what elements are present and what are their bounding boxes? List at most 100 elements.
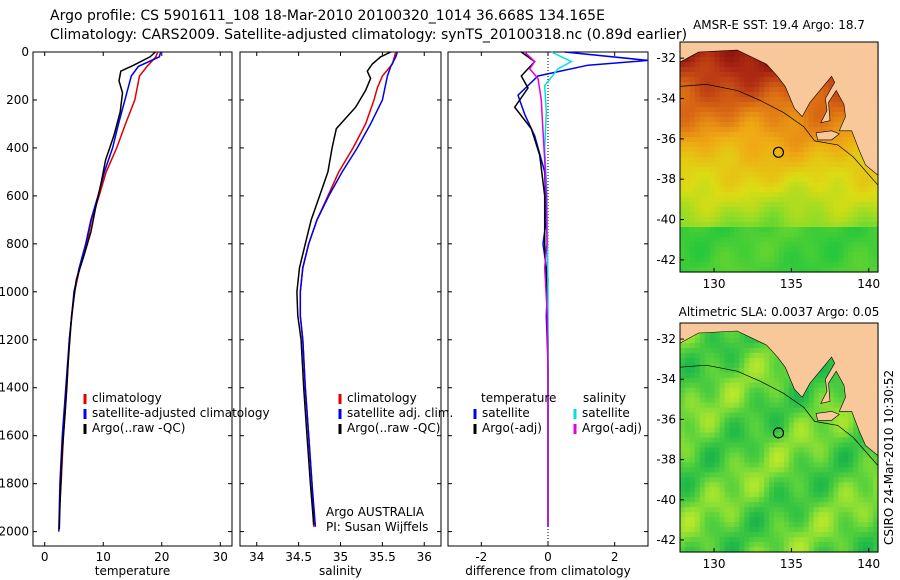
sst-grid-cell — [838, 167, 844, 173]
sla-grid-cell — [843, 477, 849, 483]
sst-grid-cell — [739, 57, 745, 63]
sla-grid-cell — [823, 452, 830, 459]
sla-grid-cell — [848, 412, 854, 419]
sla-grid-cell — [808, 382, 815, 389]
sla-grid-cell — [798, 512, 805, 518]
sst-grid-cell — [848, 267, 854, 273]
sla-grid-cell — [833, 487, 839, 493]
sla-grid-cell — [724, 397, 731, 404]
sla-grid-cell — [729, 387, 736, 394]
sst-grid-cell — [680, 107, 686, 113]
sla-grid-cell — [873, 492, 879, 498]
sst-grid-cell — [838, 262, 844, 268]
sla-grid-cell — [858, 437, 864, 444]
sst-grid-cell — [774, 137, 780, 143]
sla-grid-cell — [853, 482, 859, 488]
sst-grid-cell — [719, 102, 726, 108]
sst-grid-cell — [828, 177, 835, 183]
sla-grid-cell — [774, 537, 780, 543]
sst-grid-cell — [699, 132, 706, 138]
sla-grid-cell — [749, 397, 755, 404]
sst-grid-cell — [863, 232, 869, 238]
sst-grid-cell — [749, 237, 755, 243]
sla-grid-cell — [833, 482, 839, 488]
sst-grid-cell — [739, 62, 745, 68]
sla-grid-cell — [769, 357, 775, 364]
sst-grid-cell — [704, 222, 711, 228]
sst-grid-cell — [833, 197, 839, 203]
sla-grid-cell — [779, 467, 785, 473]
sst-grid-cell — [684, 197, 691, 203]
sla-grid-cell — [734, 507, 740, 513]
sst-grid-cell — [689, 247, 696, 253]
sla-grid-cell — [719, 532, 726, 538]
sst-grid-cell — [793, 192, 800, 198]
sst-grid-cell — [729, 192, 736, 198]
sla-grid-cell — [798, 487, 805, 493]
sla-grid-cell — [853, 457, 859, 463]
sst-grid-cell — [858, 157, 864, 163]
sla-grid-cell — [689, 452, 696, 459]
sla-grid-cell — [838, 547, 844, 553]
sla-grid-cell — [798, 432, 805, 439]
sst-grid-cell — [739, 267, 745, 273]
sst-grid-cell — [704, 162, 711, 168]
land-polygon — [679, 41, 879, 176]
sla-grid-cell — [764, 487, 770, 493]
sla-grid-cell — [808, 517, 815, 523]
sla-grid-cell — [858, 522, 864, 528]
sla-grid-cell — [783, 407, 790, 414]
sst-grid-cell — [704, 112, 711, 118]
sst-grid-cell — [788, 177, 795, 183]
sla-grid-cell — [724, 427, 731, 434]
sla-grid-cell — [764, 452, 770, 459]
sla-grid-cell — [769, 352, 775, 359]
sla-grid-cell — [783, 502, 790, 508]
sst-grid-cell — [783, 97, 790, 103]
sla-grid-cell — [788, 392, 795, 399]
sst-grid-cell — [734, 197, 740, 203]
sst-grid-cell — [694, 72, 701, 78]
sla-grid-cell — [764, 352, 770, 359]
sla-grid-cell — [779, 427, 785, 434]
sst-grid-cell — [759, 87, 765, 93]
sst-grid-cell — [783, 107, 790, 113]
sla-grid-cell — [724, 477, 731, 483]
sla-grid-cell — [704, 507, 711, 513]
sst-grid-cell — [858, 257, 864, 263]
sst-grid-cell — [769, 132, 775, 138]
sla-grid-cell — [734, 362, 740, 369]
sst-grid-cell — [689, 212, 696, 218]
sla-grid-cell — [709, 487, 716, 493]
sst-grid-cell — [873, 262, 879, 268]
sst-grid-cell — [779, 172, 785, 178]
sst-grid-cell — [744, 152, 750, 158]
sla-grid-cell — [689, 542, 696, 548]
sst-grid-cell — [798, 157, 805, 163]
sst-grid-cell — [680, 252, 686, 258]
sst-grid-cell — [709, 127, 716, 133]
sst-grid-cell — [764, 137, 770, 143]
sst-grid-cell — [808, 202, 815, 208]
sla-grid-cell — [734, 372, 740, 379]
sst-grid-cell — [749, 257, 755, 263]
sla-grid-cell — [788, 482, 795, 488]
sst-grid-cell — [709, 232, 716, 238]
sst-grid-cell — [749, 142, 755, 148]
sla-grid-cell — [684, 532, 691, 538]
sla-grid-cell — [793, 507, 800, 513]
sla-grid-cell — [724, 417, 731, 424]
sla-grid-cell — [694, 357, 701, 364]
sla-grid-cell — [774, 532, 780, 538]
sla-grid-cell — [779, 437, 785, 444]
sst-grid-cell — [699, 227, 706, 233]
sla-grid-cell — [684, 522, 691, 528]
sst-grid-cell — [754, 112, 760, 118]
sla-grid-cell — [833, 427, 839, 434]
sla-grid-cell — [803, 522, 810, 528]
sst-grid-cell — [873, 182, 879, 188]
sla-grid-cell — [734, 427, 740, 434]
sst-grid-cell — [694, 232, 701, 238]
sla-grid-cell — [759, 532, 765, 538]
sla-grid-cell — [774, 482, 780, 488]
